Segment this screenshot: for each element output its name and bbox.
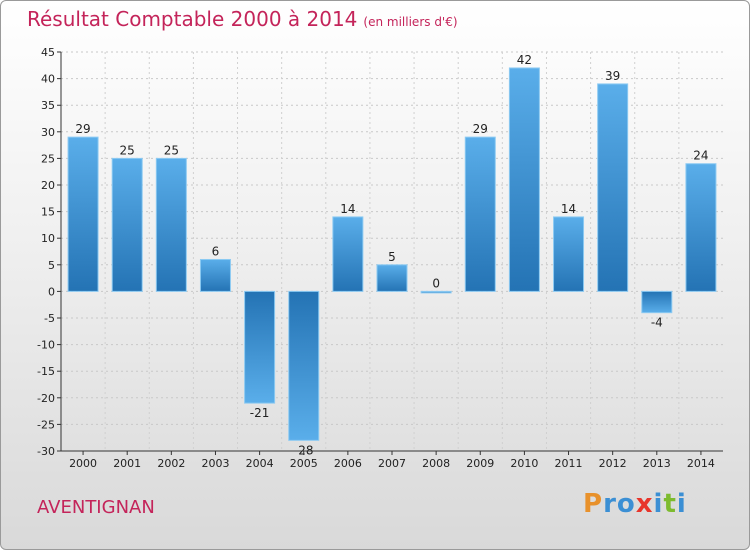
data-label-2012: 39 <box>605 69 620 83</box>
y-tick-label: 25 <box>41 152 55 165</box>
y-tick-label: -25 <box>37 418 55 431</box>
commune-name: AVENTIGNAN <box>37 497 155 518</box>
y-tick-label: 45 <box>41 46 55 59</box>
data-label-2004: -21 <box>250 406 270 420</box>
x-tick-label: 2014 <box>687 457 715 470</box>
x-tick-label: 2002 <box>157 457 185 470</box>
chart-subtitle: (en milliers d'€) <box>363 15 458 29</box>
bar-2014 <box>685 163 717 292</box>
bar-2011 <box>553 216 585 292</box>
data-label-2006: 14 <box>340 202 355 216</box>
logo-letter: o <box>616 489 636 519</box>
data-label-2001: 25 <box>120 143 135 157</box>
data-label-2008: 0 <box>432 276 440 290</box>
bar-2004 <box>244 290 276 404</box>
y-tick-label: 30 <box>41 126 55 139</box>
y-tick-label: -5 <box>44 312 55 325</box>
y-tick-label: 0 <box>48 285 55 298</box>
y-tick-label: -20 <box>37 392 55 405</box>
proxiti-logo: Proxiti <box>583 489 687 519</box>
bar-2005 <box>288 290 320 441</box>
x-tick-label: 2006 <box>334 457 362 470</box>
y-tick-label: 5 <box>48 259 55 272</box>
x-tick-label: 2013 <box>643 457 671 470</box>
bar-2003 <box>199 258 231 292</box>
bars <box>67 67 717 441</box>
data-label-2003: 6 <box>212 244 220 258</box>
title-text: Résultat Comptable 2000 à 2014 <box>27 7 358 31</box>
bar-2012 <box>597 83 629 292</box>
bar-2007 <box>376 264 408 292</box>
data-labels: 29 25 25 6 -21 -28 14 5 0 29 42 14 39 -4 24 <box>75 53 708 457</box>
x-tick-label: 2008 <box>422 457 450 470</box>
x-tick-label: 2000 <box>69 457 97 470</box>
data-label-2013: -4 <box>651 316 663 330</box>
x-tick-label: 2011 <box>555 457 583 470</box>
logo-letter: i <box>653 489 664 519</box>
y-tick-label: -15 <box>37 365 55 378</box>
x-tick-label: 2009 <box>466 457 494 470</box>
logo-letter: r <box>603 489 617 519</box>
y-tick-label: 35 <box>41 99 55 112</box>
y-tick-label: 40 <box>41 73 55 86</box>
x-tick-label: 2001 <box>113 457 141 470</box>
bar-2001 <box>111 157 143 292</box>
bar-2013 <box>641 290 673 314</box>
bar-2006 <box>332 216 364 292</box>
y-tick-label: -10 <box>37 339 55 352</box>
x-tick-label: 2012 <box>599 457 627 470</box>
y-tick-label: 10 <box>41 232 55 245</box>
data-label-2007: 5 <box>388 250 396 264</box>
data-label-2010: 42 <box>517 53 532 67</box>
data-label-2014: 24 <box>693 149 708 163</box>
bar-2000 <box>67 136 99 292</box>
bar-2002 <box>155 157 187 292</box>
x-tick-label: 2005 <box>290 457 318 470</box>
y-tick-label: 15 <box>41 206 55 219</box>
bar-2009 <box>464 136 496 292</box>
logo-letter: t <box>663 489 677 519</box>
y-tick-label: 20 <box>41 179 55 192</box>
x-tick-label: 2004 <box>246 457 274 470</box>
x-tick-label: 2010 <box>510 457 538 470</box>
logo-letter: i <box>676 489 687 519</box>
bar-2010 <box>508 67 540 292</box>
data-label-2009: 29 <box>473 122 488 136</box>
x-tick-label: 2003 <box>201 457 229 470</box>
y-tick-label: -30 <box>37 445 55 458</box>
logo-letter: P <box>583 489 604 519</box>
data-label-2002: 25 <box>164 143 179 157</box>
x-tick-label: 2007 <box>378 457 406 470</box>
data-label-2011: 14 <box>561 202 576 216</box>
data-label-2005: -28 <box>294 443 314 457</box>
data-label-2000: 29 <box>75 122 90 136</box>
chart-title: Résultat Comptable 2000 à 2014 (en millie… <box>27 7 458 31</box>
logo-letter: x <box>635 489 654 519</box>
bar-2008 <box>420 290 452 294</box>
